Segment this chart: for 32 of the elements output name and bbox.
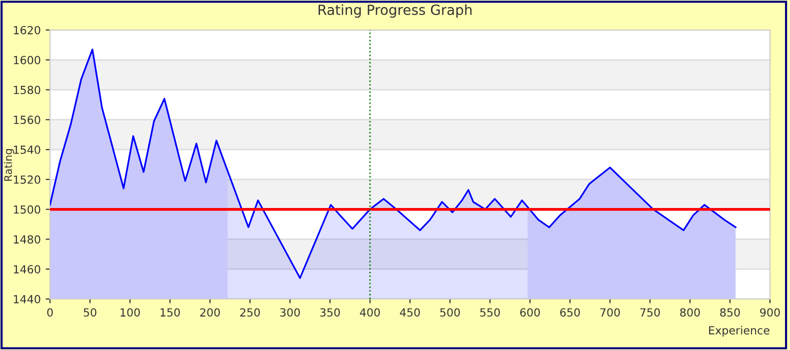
x-tick-label: 400: [360, 308, 380, 317]
x-tick-label: 500: [440, 308, 460, 317]
x-tick-label: 0: [47, 308, 53, 317]
x-tick-label: 450: [400, 308, 420, 317]
y-tick-label: 1480: [14, 235, 40, 244]
chart-title: Rating Progress Graph: [318, 4, 472, 18]
x-tick-label: 250: [240, 308, 260, 317]
x-tick-label: 550: [480, 308, 500, 317]
x-tick-label: 850: [720, 308, 740, 317]
y-tick-label: 1600: [14, 56, 40, 64]
y-tick-label: 1580: [14, 86, 40, 94]
x-axis-title: Experience: [709, 326, 770, 337]
y-tick-label: 1460: [14, 265, 40, 274]
y-tick-label: 1560: [14, 116, 40, 124]
x-tick-label: 650: [560, 308, 580, 317]
x-tick-label: 600: [520, 308, 540, 317]
x-tick-label: 900: [760, 308, 780, 317]
y-tick-label: 1500: [14, 205, 40, 214]
x-tick-label: 800: [680, 308, 700, 317]
y-tick-label: 1540: [14, 146, 40, 154]
x-tick-label: 50: [84, 308, 96, 317]
x-tick-label: 100: [120, 308, 140, 317]
x-tick-label: 350: [320, 308, 340, 317]
y-axis-title: Rating: [4, 149, 14, 181]
y-tick-label: 1440: [14, 294, 40, 304]
y-tick-label: 1620: [14, 26, 40, 34]
y-tick-label: 1520: [14, 175, 40, 184]
x-tick-label: 300: [280, 308, 300, 317]
x-tick-label: 150: [160, 308, 180, 317]
x-tick-label: 200: [200, 308, 220, 317]
x-tick-label: 700: [600, 308, 620, 317]
x-tick-label: 750: [640, 308, 660, 317]
